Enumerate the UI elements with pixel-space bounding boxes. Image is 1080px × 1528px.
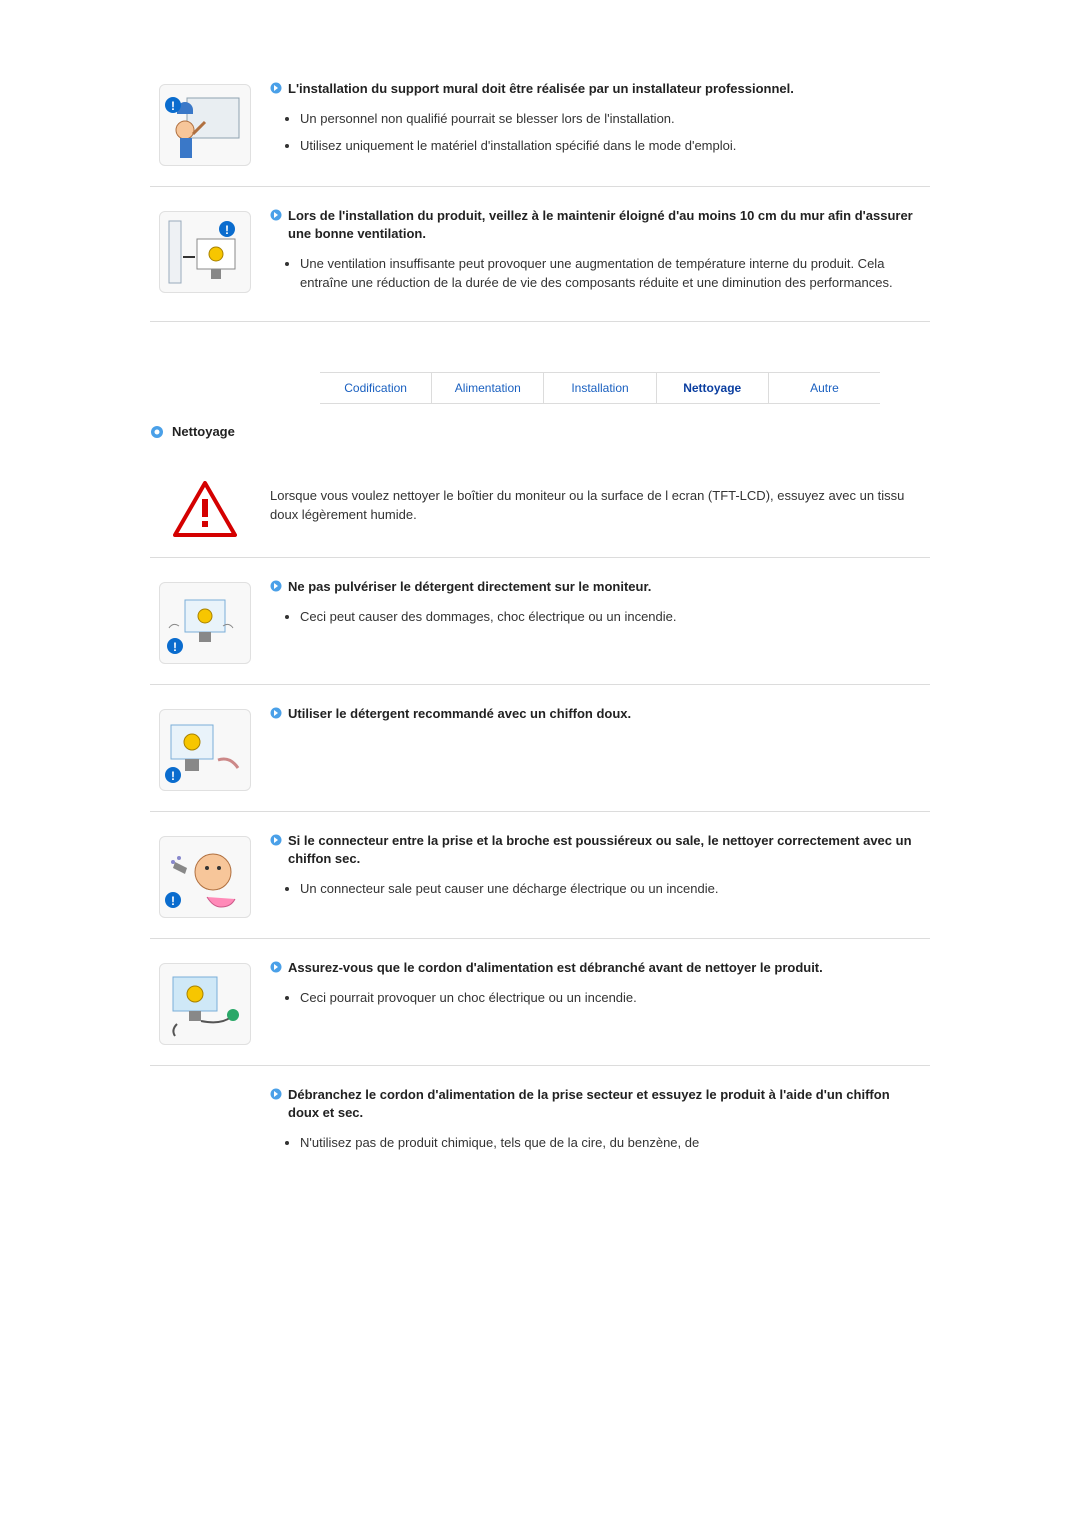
tab-alimentation[interactable]: Alimentation — [432, 373, 544, 403]
tab-autre[interactable]: Autre — [769, 373, 880, 403]
safety-block-detergent: ! Utiliser le détergent recommandé avec … — [150, 685, 930, 812]
arrow-bullet-icon — [270, 1088, 282, 1100]
page-content: ! L'installation du support mural doit ê… — [150, 60, 930, 1181]
detail-item: Un personnel non qualifié pourrait se bl… — [300, 110, 920, 129]
svg-text:!: ! — [171, 769, 175, 783]
detergent-icon: ! — [159, 709, 251, 791]
block-details: Un connecteur sale peut causer une décha… — [300, 880, 920, 899]
svg-text:!: ! — [171, 99, 175, 113]
safety-text: Lorsque vous voulez nettoyer le boîtier … — [260, 477, 920, 537]
safety-text: Assurez-vous que le cordon d'alimentatio… — [260, 959, 920, 1045]
block-details: Une ventilation insuffisante peut provoq… — [300, 255, 920, 293]
safety-text: L'installation du support mural doit êtr… — [260, 80, 920, 166]
section-bullet-icon — [150, 425, 164, 439]
block-details: Ceci pourrait provoquer un choc électriq… — [300, 989, 920, 1008]
safety-block-spray: ! Ne pas pulvériser le détergent directe… — [150, 558, 930, 685]
detail-item: Ceci pourrait provoquer un choc électriq… — [300, 989, 920, 1008]
category-tabs: Codification Alimentation Installation N… — [320, 372, 880, 404]
ventilation-icon: ! — [159, 211, 251, 293]
spray-icon: ! — [159, 582, 251, 664]
svg-text:!: ! — [171, 894, 175, 908]
installer-icon: ! — [159, 84, 251, 166]
illustration-warning — [150, 477, 260, 537]
detail-item: Ceci peut causer des dommages, choc élec… — [300, 608, 920, 627]
safety-text: Si le connecteur entre la prise et la br… — [260, 832, 920, 918]
safety-block-installer: ! L'installation du support mural doit ê… — [150, 60, 930, 187]
block-title: Ne pas pulvériser le détergent directeme… — [288, 578, 651, 596]
block-details: N'utilisez pas de produit chimique, tels… — [300, 1134, 920, 1153]
svg-text:!: ! — [173, 640, 177, 654]
section-title: Nettoyage — [172, 424, 235, 439]
safety-text: Lors de l'installation du produit, veill… — [260, 207, 920, 301]
illustration-installer: ! — [150, 80, 260, 166]
illustration-detergent: ! — [150, 705, 260, 791]
safety-text: Débranchez le cordon d'alimentation de l… — [260, 1086, 920, 1161]
tab-installation[interactable]: Installation — [544, 373, 656, 403]
block-title: Débranchez le cordon d'alimentation de l… — [288, 1086, 920, 1122]
safety-text: Utiliser le détergent recommandé avec un… — [260, 705, 920, 791]
illustration-unplug — [150, 959, 260, 1045]
safety-text: Ne pas pulvériser le détergent directeme… — [260, 578, 920, 664]
detail-item: Utilisez uniquement le matériel d'instal… — [300, 137, 920, 156]
svg-text:!: ! — [225, 223, 229, 237]
illustration-ventilation: ! — [150, 207, 260, 301]
safety-block-connector: ! Si le connecteur entre la prise et la … — [150, 812, 930, 939]
detail-item: Une ventilation insuffisante peut provoq… — [300, 255, 920, 293]
safety-block-ventilation: ! Lors de l'installation du produit, vei… — [150, 187, 930, 322]
detail-item: Un connecteur sale peut causer une décha… — [300, 880, 920, 899]
tab-codification[interactable]: Codification — [320, 373, 432, 403]
detail-item: N'utilisez pas de produit chimique, tels… — [300, 1134, 920, 1153]
safety-block-softcloth: Débranchez le cordon d'alimentation de l… — [150, 1066, 930, 1181]
arrow-bullet-icon — [270, 707, 282, 719]
arrow-bullet-icon — [270, 580, 282, 592]
illustration-softcloth — [150, 1086, 260, 1161]
block-title: Si le connecteur entre la prise et la br… — [288, 832, 920, 868]
warning-triangle-icon — [173, 481, 237, 537]
illustration-spray: ! — [150, 578, 260, 664]
section-heading: Nettoyage — [150, 424, 930, 439]
arrow-bullet-icon — [270, 82, 282, 94]
block-title: L'installation du support mural doit êtr… — [288, 80, 794, 98]
arrow-bullet-icon — [270, 834, 282, 846]
safety-block-warning-intro: Lorsque vous voulez nettoyer le boîtier … — [150, 457, 930, 558]
unplug-icon — [159, 963, 251, 1045]
connector-icon: ! — [159, 836, 251, 918]
illustration-connector: ! — [150, 832, 260, 918]
intro-text: Lorsque vous voulez nettoyer le boîtier … — [270, 487, 920, 525]
block-title: Lors de l'installation du produit, veill… — [288, 207, 920, 243]
tab-nettoyage[interactable]: Nettoyage — [657, 373, 769, 403]
block-details: Un personnel non qualifié pourrait se bl… — [300, 110, 920, 156]
block-details: Ceci peut causer des dommages, choc élec… — [300, 608, 920, 627]
block-title: Utiliser le détergent recommandé avec un… — [288, 705, 631, 723]
arrow-bullet-icon — [270, 209, 282, 221]
arrow-bullet-icon — [270, 961, 282, 973]
block-title: Assurez-vous que le cordon d'alimentatio… — [288, 959, 823, 977]
safety-block-unplug: Assurez-vous que le cordon d'alimentatio… — [150, 939, 930, 1066]
